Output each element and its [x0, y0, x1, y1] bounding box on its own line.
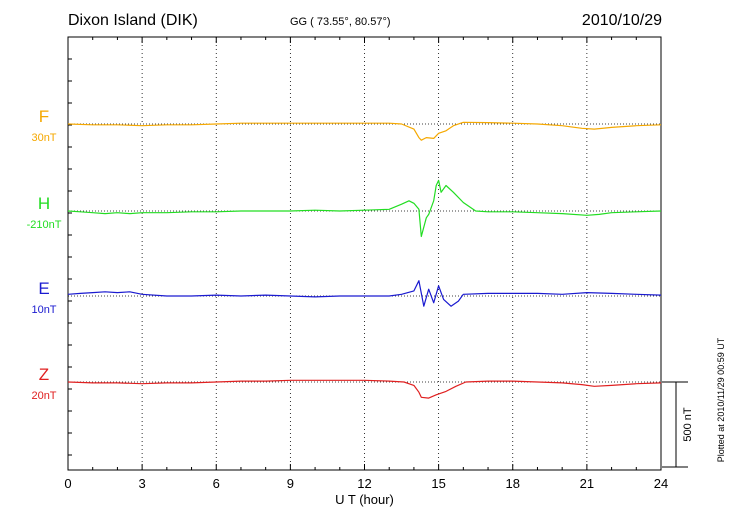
- geographic-coordinates: GG ( 73.55°, 80.57°): [290, 16, 391, 28]
- baseline-label-h: -210nT: [27, 219, 62, 231]
- series-line-z: [67, 379, 662, 399]
- x-tick-label: 6: [213, 476, 220, 491]
- series-line-h: [67, 179, 662, 238]
- x-tick-label: 21: [580, 476, 594, 491]
- baseline-label-e: 10nT: [31, 304, 56, 316]
- series-line-e: [67, 280, 662, 307]
- x-tick-label: 15: [431, 476, 445, 491]
- x-tick-label: 24: [654, 476, 668, 491]
- x-tick-label: 12: [357, 476, 371, 491]
- component-label-e: E: [38, 279, 49, 298]
- x-axis-title: U T (hour): [335, 492, 394, 507]
- component-label-f: F: [39, 107, 49, 126]
- series-line-f: [67, 121, 662, 141]
- baseline-label-f: 30nT: [31, 132, 56, 144]
- component-label-h: H: [38, 194, 50, 213]
- plot-date: 2010/10/29: [581, 12, 662, 29]
- x-tick-label: 9: [287, 476, 294, 491]
- component-label-z: Z: [39, 365, 49, 384]
- station-title: Dixon Island (DIK): [68, 12, 198, 29]
- x-tick-label: 3: [139, 476, 146, 491]
- baseline-label-z: 20nT: [31, 390, 56, 402]
- x-tick-label: 18: [506, 476, 520, 491]
- scale-bar-label: 500 nT: [682, 407, 694, 442]
- x-tick-label: 0: [64, 476, 71, 491]
- plot-timestamp: Plotted at 2010/11/29 00:59 UT: [716, 337, 726, 462]
